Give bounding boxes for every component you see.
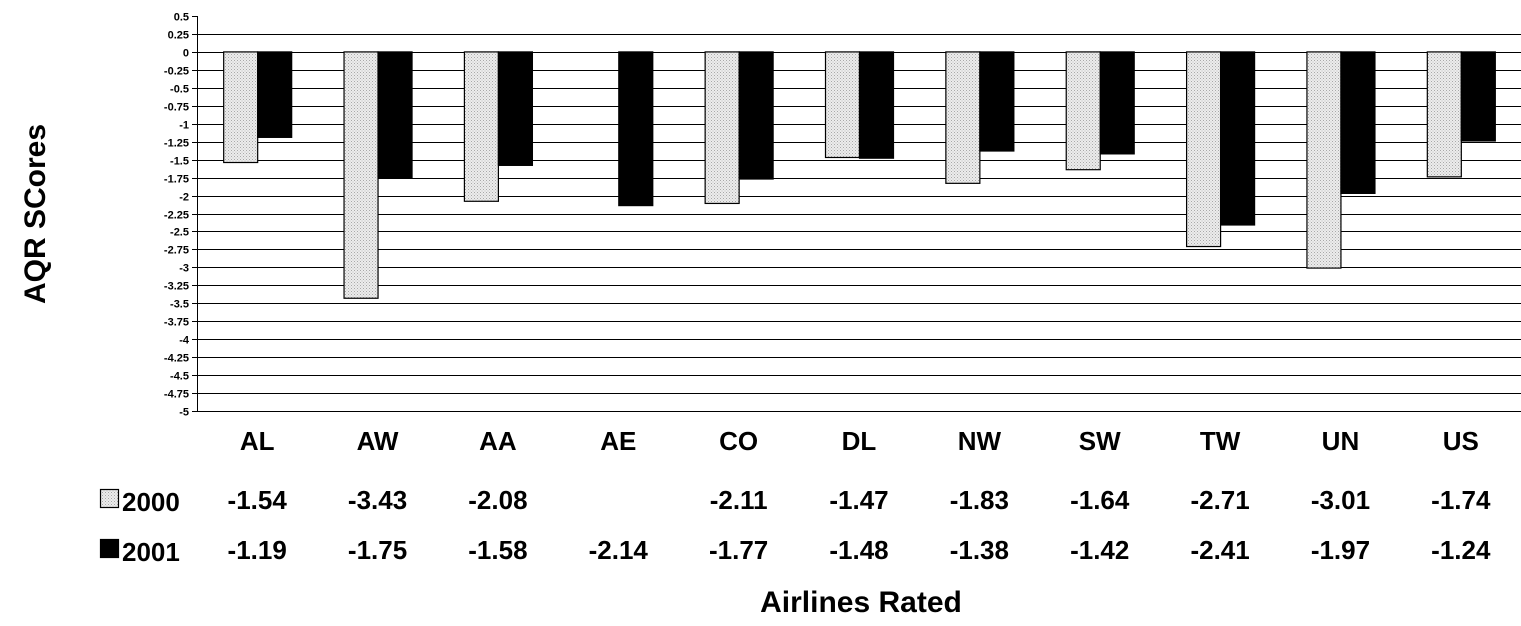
bar-2001-AW	[377, 51, 413, 179]
table-value-2001-US: -1.24	[1431, 535, 1491, 565]
y-axis-ticks: 0.5 0.25 0 -0.25 -0.5 -0.75 -1 -1.25 -1.5 -1.75 -2…	[164, 12, 197, 419]
legend-swatch-2000	[99, 488, 120, 509]
y-tick-label: -4.75	[164, 389, 189, 401]
table-value-2001-NW: -1.38	[950, 535, 1009, 565]
y-tick-label: -3.75	[164, 317, 189, 329]
bar-2000-CO	[704, 51, 740, 205]
category-label-AE: AE	[600, 426, 636, 456]
gridlines	[197, 16, 1521, 412]
y-tick-label: 0	[183, 48, 189, 60]
table-value-2001-DL: -1.48	[829, 535, 888, 565]
bar-2001-UN	[1340, 51, 1376, 194]
y-tick-label: -2.25	[164, 210, 189, 222]
table-value-2000-SW: -1.64	[1070, 485, 1130, 515]
category-label-DL: DL	[842, 426, 877, 456]
data-table: -1.54 -1.19 -3.43 -1.75 -2.08 -1.58 -2.14 -2.11…	[99, 485, 1491, 567]
y-tick-label: -3.25	[164, 281, 189, 293]
bar-2001-AA	[497, 51, 534, 166]
y-tick-label: -3	[179, 263, 189, 275]
bar-2000-UN	[1306, 51, 1342, 269]
table-value-2000-US: -1.74	[1431, 485, 1491, 515]
y-tick-label: 0.25	[168, 30, 189, 42]
table-value-2001-SW: -1.42	[1070, 535, 1129, 565]
table-value-2000-AL: -1.54	[228, 485, 288, 515]
category-label-AL: AL	[240, 426, 275, 456]
y-tick-label: -4.25	[164, 353, 189, 365]
bar-2001-DL	[858, 51, 895, 159]
bar-2000-US	[1426, 51, 1462, 178]
bar-2000-TW	[1185, 51, 1222, 248]
bar-2000-AA	[463, 51, 500, 202]
y-tick-label: -3.5	[170, 299, 189, 311]
category-label-AW: AW	[357, 426, 399, 456]
table-value-2001-TW: -2.41	[1190, 535, 1249, 565]
category-label-SW: SW	[1079, 426, 1121, 456]
legend-label-2001: 2001	[122, 537, 180, 567]
bar-2001-CO	[738, 51, 774, 180]
legend-swatch-2001	[99, 538, 120, 559]
category-label-CO: CO	[719, 426, 758, 456]
y-tick-label: -4.5	[170, 371, 189, 383]
bar-2000-NW	[945, 51, 981, 184]
y-tick-label: -2.75	[164, 245, 189, 257]
bars	[223, 51, 1496, 299]
bar-2000-DL	[824, 51, 861, 159]
table-value-2000-DL: -1.47	[829, 485, 888, 515]
bar-2000-AW	[343, 51, 379, 299]
y-tick-label: -1.25	[164, 138, 189, 150]
bar-2001-AL	[257, 51, 293, 138]
y-tick-label: -1.75	[164, 174, 189, 186]
y-axis-title: AQR SCores	[19, 124, 52, 304]
y-tick-label: 0.5	[174, 12, 189, 24]
category-label-NW: NW	[958, 426, 1002, 456]
table-value-2000-TW: -2.71	[1190, 485, 1249, 515]
bar-2000-SW	[1065, 51, 1101, 171]
y-tick-label: -1	[179, 120, 189, 132]
y-tick-label: -4	[179, 335, 190, 347]
x-axis-title: Airlines Rated	[760, 586, 962, 619]
table-value-2001-AW: -1.75	[348, 535, 407, 565]
table-value-2001-AL: -1.19	[228, 535, 287, 565]
legend-label-2000: 2000	[122, 487, 180, 517]
y-tick-label: -0.75	[164, 102, 189, 114]
category-label-US: US	[1443, 426, 1479, 456]
table-value-2000-CO: -2.11	[710, 485, 768, 515]
table-value-2000-UN: -3.01	[1311, 485, 1370, 515]
bar-2001-US	[1460, 51, 1496, 142]
y-tick-label: -2	[179, 192, 189, 204]
y-tick-label: -2.5	[170, 227, 189, 239]
bar-2001-AE	[618, 51, 654, 207]
bar-2001-TW	[1219, 51, 1256, 226]
table-value-2001-AE: -2.14	[589, 535, 649, 565]
table-value-2000-NW: -1.83	[950, 485, 1009, 515]
category-label-UN: UN	[1322, 426, 1360, 456]
y-tick-label: -0.25	[164, 66, 189, 78]
bar-2000-AL	[223, 51, 259, 164]
category-label-TW: TW	[1200, 426, 1241, 456]
x-axis-categories: AL AW AA AE CO DL NW SW TW UN US	[240, 426, 1479, 456]
table-value-2001-AA: -1.58	[468, 535, 527, 565]
bar-2001-SW	[1099, 51, 1135, 155]
y-tick-label: -1.5	[170, 156, 189, 168]
y-tick-label: -0.5	[170, 84, 189, 96]
table-value-2001-UN: -1.97	[1311, 535, 1370, 565]
table-value-2000-AA: -2.08	[468, 485, 527, 515]
y-tick-label: -5	[179, 407, 189, 419]
bar-2001-NW	[979, 51, 1015, 152]
category-label-AA: AA	[479, 426, 517, 456]
table-value-2000-AW: -3.43	[348, 485, 407, 515]
table-value-2001-CO: -1.77	[709, 535, 768, 565]
